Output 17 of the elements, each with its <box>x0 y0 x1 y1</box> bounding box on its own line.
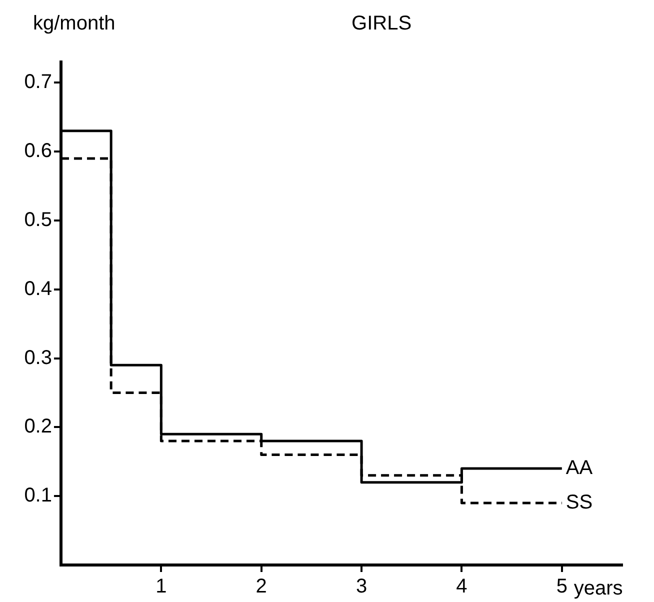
x-tick-label: 3 <box>356 576 368 598</box>
series-label: SS <box>566 492 593 514</box>
x-tick-label: 5 <box>556 576 568 598</box>
y-tick-label: 0.3 <box>24 346 52 369</box>
y-tick-label: 0.1 <box>24 484 52 507</box>
y-axis-title: kg/month <box>33 12 116 35</box>
x-tick-label: 1 <box>156 576 167 598</box>
y-tick-label: 0.7 <box>24 71 52 94</box>
series-label: AA <box>566 457 594 480</box>
y-tick-label: 0.6 <box>24 140 52 162</box>
y-tick-label: 0.5 <box>24 208 52 231</box>
chart-title: GIRLS <box>352 12 412 35</box>
y-tick-label: 0.4 <box>24 278 52 300</box>
y-tick-label: 0.2 <box>24 416 52 438</box>
x-tick-label: 2 <box>256 576 267 598</box>
x-axis-title: years <box>574 578 623 600</box>
x-tick-label: 4 <box>456 576 468 598</box>
